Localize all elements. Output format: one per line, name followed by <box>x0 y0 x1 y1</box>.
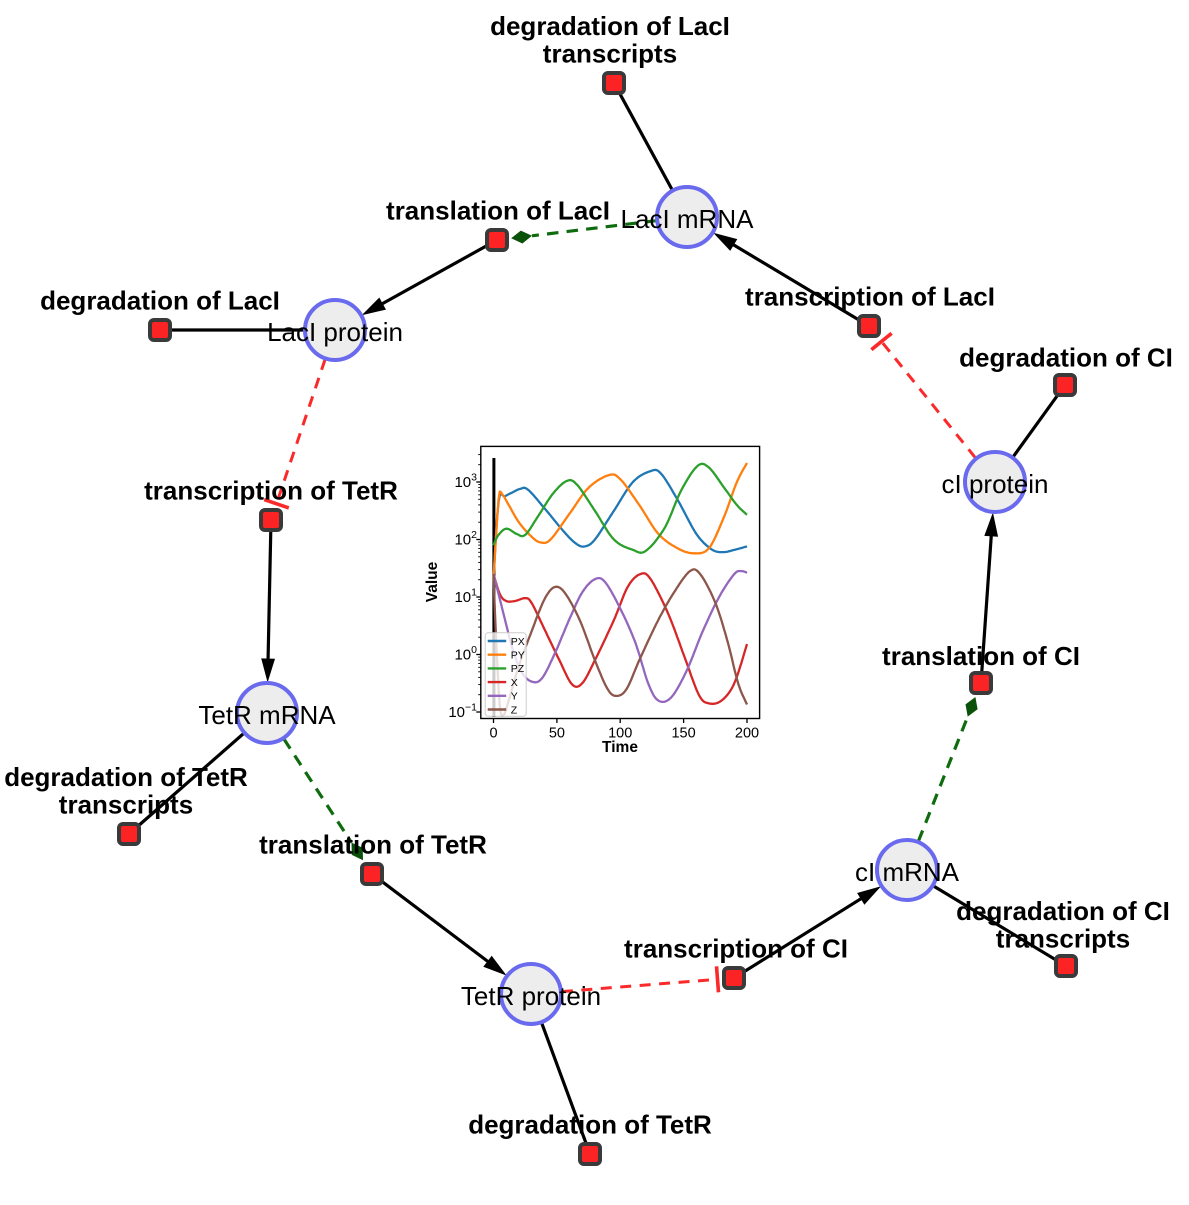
svg-text:transcription of TetR: transcription of TetR <box>144 476 398 506</box>
svg-text:LacI protein: LacI protein <box>267 317 403 347</box>
svg-text:transcription of LacI: transcription of LacI <box>745 282 995 312</box>
svg-text:LacI mRNA: LacI mRNA <box>621 204 755 234</box>
svg-text:degradation of LacI: degradation of LacI <box>40 286 280 316</box>
svg-text:Value: Value <box>424 561 441 602</box>
svg-text:100: 100 <box>608 726 632 742</box>
svg-text:0: 0 <box>489 726 497 742</box>
svg-text:degradation of CI: degradation of CI <box>956 896 1170 926</box>
svg-text:Y: Y <box>511 691 518 703</box>
svg-text:150: 150 <box>671 726 695 742</box>
svg-text:Z: Z <box>511 704 518 716</box>
svg-text:PZ: PZ <box>511 663 525 675</box>
svg-text:X: X <box>511 677 518 689</box>
svg-text:transcripts: transcripts <box>543 39 677 69</box>
svg-text:50: 50 <box>549 726 565 742</box>
svg-text:translation of LacI: translation of LacI <box>386 196 610 226</box>
svg-text:degradation of LacI: degradation of LacI <box>490 11 730 41</box>
svg-text:degradation of TetR: degradation of TetR <box>4 762 248 792</box>
svg-text:degradation of CI: degradation of CI <box>959 343 1173 373</box>
svg-text:transcripts: transcripts <box>996 924 1130 954</box>
svg-text:PX: PX <box>511 636 525 648</box>
svg-text:Time: Time <box>602 739 638 756</box>
svg-text:TetR protein: TetR protein <box>461 981 601 1011</box>
svg-text:cI mRNA: cI mRNA <box>855 857 960 887</box>
svg-text:transcription of CI: transcription of CI <box>624 934 848 964</box>
svg-text:transcripts: transcripts <box>59 790 193 820</box>
svg-text:degradation of TetR: degradation of TetR <box>468 1110 712 1140</box>
svg-text:200: 200 <box>735 726 759 742</box>
svg-text:translation of TetR: translation of TetR <box>259 830 487 860</box>
svg-text:PY: PY <box>511 650 525 662</box>
svg-text:cI protein: cI protein <box>942 469 1049 499</box>
svg-text:translation of CI: translation of CI <box>882 641 1080 671</box>
svg-text:TetR mRNA: TetR mRNA <box>198 700 336 730</box>
